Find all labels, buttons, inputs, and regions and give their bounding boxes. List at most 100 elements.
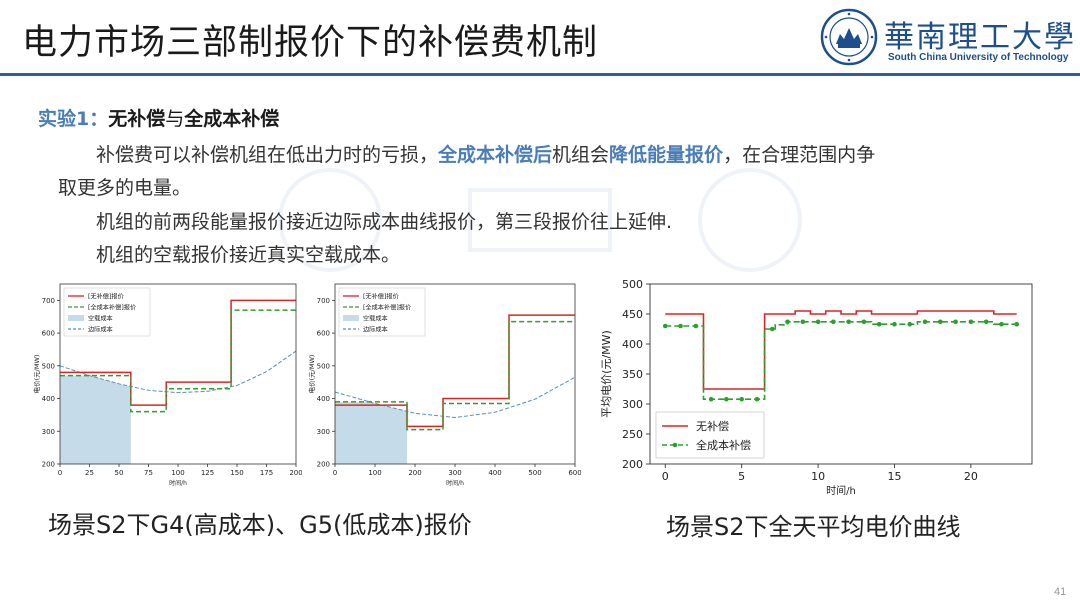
slide-title: 电力市场三部制报价下的补偿费机制 <box>22 23 599 63</box>
full-comp-marker <box>739 396 744 402</box>
legend-label: 空载成本 <box>363 315 388 323</box>
x-tick-label: 150 <box>230 469 243 477</box>
legend-label: 无补偿 <box>696 419 729 433</box>
paragraph-2: 机组的前两段能量报价接近边际成本曲线报价，第三段报价往上延伸. <box>96 211 673 233</box>
full-comp-marker <box>831 319 836 325</box>
x-tick-label: 200 <box>289 469 302 477</box>
y-tick-label: 300 <box>622 398 643 411</box>
full-comp-marker <box>938 319 943 325</box>
legend-swatch <box>68 315 84 321</box>
x-tick-label: 50 <box>115 469 124 477</box>
y-tick-label: 600 <box>42 330 55 338</box>
y-tick-label: 500 <box>42 362 55 370</box>
p1-text-c: 机组会 <box>552 144 610 166</box>
y-axis-label: 平均电价(元/MW) <box>600 330 613 418</box>
title-divider <box>0 73 1080 76</box>
university-seal-icon <box>820 8 878 66</box>
y-tick-label: 250 <box>622 428 643 441</box>
legend-label: 全成本补偿 <box>696 438 751 452</box>
x-tick-label: 0 <box>58 469 62 477</box>
marginal-cost-curve <box>334 376 576 419</box>
legend-label: [全成本补偿]报价 <box>363 304 411 312</box>
full-comp-marker <box>815 319 821 325</box>
full-comp-marker <box>754 396 760 402</box>
full-comp-marker <box>1014 321 1020 327</box>
full-comp-marker <box>769 326 775 332</box>
x-tick-label: 100 <box>368 469 381 477</box>
legend-label: [无补偿]报价 <box>363 293 399 301</box>
full-comp-marker <box>708 396 714 402</box>
full-comp-marker <box>983 319 989 325</box>
full-comp-marker <box>892 321 897 327</box>
chart-g4-bids: 0 25 50 75 100 125 150 175 200 200 300 400 500 600 700… <box>32 283 302 487</box>
y-tick-label: 400 <box>317 395 330 403</box>
paragraph-3: 机组的空载报价接近真实空载成本。 <box>96 244 401 266</box>
y-axis-label: 电价(元/MW) <box>32 355 41 394</box>
x-tick-label: 125 <box>201 469 214 477</box>
watermark-icon <box>278 168 802 272</box>
university-logo: 華南理工大學 South China University of Technol… <box>820 8 1074 70</box>
full-comp-marker <box>693 323 699 329</box>
full-comp-marker <box>953 319 958 325</box>
full-comp-marker <box>846 319 851 325</box>
legend-label: 边际成本 <box>88 326 113 334</box>
full-comp-bid-line <box>60 309 296 413</box>
university-name-en: South China University of Technology <box>888 52 1069 63</box>
x-tick-label: 600 <box>568 469 581 477</box>
legend-swatch <box>343 315 359 321</box>
university-name-cn: 華南理工大學 <box>884 20 1076 55</box>
p1-text-a: 补偿费可以补偿机组在低出力时的亏损， <box>96 144 439 166</box>
full-comp-marker <box>662 323 668 329</box>
y-tick-label: 500 <box>622 278 643 291</box>
x-tick-label: 20 <box>964 470 978 483</box>
x-tick-label: 5 <box>738 470 745 483</box>
experiment-heading: 实验1：无补偿与全成本补偿 <box>38 104 279 131</box>
full-comp-marker <box>678 323 683 329</box>
legend-label: 边际成本 <box>363 326 388 334</box>
paragraph-1-cont: 取更多的电量。 <box>58 177 192 199</box>
noload-cost-area <box>60 375 131 464</box>
x-tick-label: 75 <box>144 469 153 477</box>
legend-label: [全成本补偿]报价 <box>88 304 136 312</box>
chart-g5-bids: 0 100 200 300 400 500 600 200 300 400 500 600 700 时间/… <box>307 283 581 487</box>
full-comp-marker <box>999 321 1004 327</box>
y-tick-label: 450 <box>622 308 643 321</box>
y-tick-label: 300 <box>317 428 330 436</box>
noload-cost-area <box>335 401 407 464</box>
legend-label: 空载成本 <box>88 315 113 323</box>
full-comp-marker <box>800 319 806 325</box>
x-tick-label: 200 <box>408 469 421 477</box>
heading-and: 与 <box>165 108 185 130</box>
legend-box <box>655 411 765 459</box>
experiment-label: 实验1： <box>38 108 109 130</box>
y-tick-label: 300 <box>42 428 55 436</box>
no-comp-price-line <box>665 310 1017 390</box>
caption-left: 场景S2下G4(高成本)、G5(低成本)报价 <box>48 511 472 539</box>
x-tick-label: 500 <box>528 469 541 477</box>
x-axis-label: 时间/h <box>446 479 464 487</box>
x-tick-label: 400 <box>488 469 501 477</box>
paragraph-1: 补偿费可以补偿机组在低出力时的亏损，全成本补偿后机组会降低能量报价，在合理范围内… <box>96 140 875 167</box>
y-tick-label: 700 <box>42 297 55 305</box>
p1-highlight-a: 全成本补偿后 <box>438 144 553 166</box>
y-axis-label: 电价(元/MW) <box>307 355 316 394</box>
chart-daily-avg-price: 0 5 10 15 20 200 250 300 350 400 450 500 时间/h 平均电价(元/… <box>600 278 1033 497</box>
p1-highlight-b: 降低能量报价 <box>609 144 724 166</box>
x-tick-label: 25 <box>85 469 94 477</box>
x-tick-label: 10 <box>811 470 825 483</box>
y-tick-label: 350 <box>622 368 643 381</box>
y-tick-label: 500 <box>317 362 330 370</box>
full-comp-marker <box>968 319 974 325</box>
y-tick-label: 700 <box>317 297 330 305</box>
x-tick-label: 0 <box>662 470 669 483</box>
full-comp-marker <box>876 321 882 327</box>
x-tick-label: 15 <box>887 470 901 483</box>
y-tick-label: 600 <box>317 330 330 338</box>
full-comp-bid-line <box>335 320 575 431</box>
full-comp-marker <box>922 319 928 325</box>
heading-no-comp: 无补偿 <box>108 108 166 130</box>
y-tick-label: 400 <box>622 338 643 351</box>
legend-label: [无补偿]报价 <box>88 293 124 301</box>
legend-marker <box>672 442 678 448</box>
y-tick-label: 400 <box>42 395 55 403</box>
